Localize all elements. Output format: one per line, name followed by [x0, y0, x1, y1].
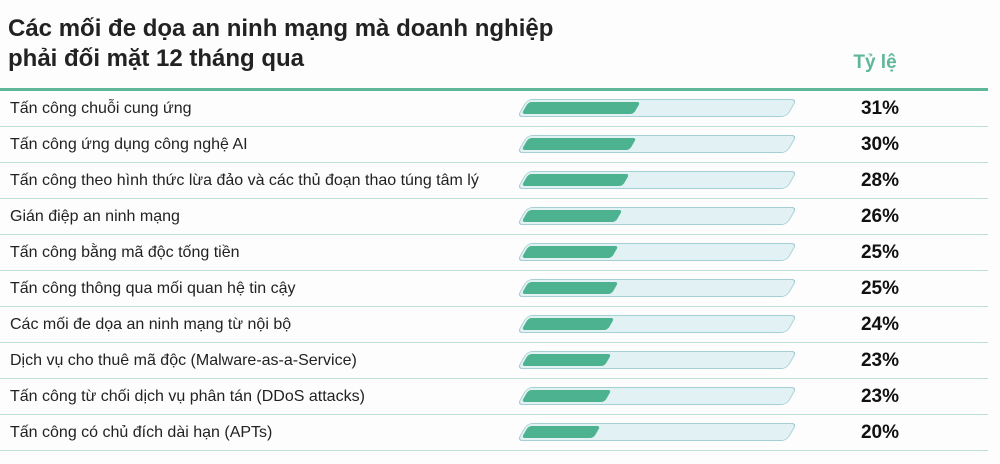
row: Tấn công thông qua mối quan hệ tin cậy 25…: [0, 271, 988, 307]
category-label: Tấn công thông qua mối quan hệ tin cậy: [10, 280, 296, 297]
value-label: 20%: [860, 422, 900, 443]
bar: [521, 354, 612, 366]
bar: [521, 318, 615, 330]
value-label: 25%: [860, 242, 900, 263]
bar: [521, 282, 619, 294]
bar: [521, 390, 612, 402]
row: Tấn công có chủ đích dài hạn (APTs) 20%: [0, 415, 988, 451]
value-label: 28%: [860, 170, 900, 191]
value-label: 25%: [860, 278, 900, 299]
bar: [521, 174, 630, 186]
value-label: 23%: [860, 350, 900, 371]
header-rule: [0, 88, 988, 91]
category-label: Các mối đe dọa an ninh mạng từ nội bộ: [10, 316, 292, 333]
bar: [521, 426, 601, 438]
category-label: Tấn công từ chối dịch vụ phân tán (DDoS …: [10, 388, 365, 405]
bar: [521, 210, 623, 222]
category-label: Dịch vụ cho thuê mã độc (Malware-as-a-Se…: [10, 352, 357, 369]
chart-title: Các mối đe dọa an ninh mạng mà doanh ngh…: [8, 15, 554, 72]
row: Tấn công ứng dụng công nghệ AI 30%: [0, 127, 988, 163]
value-label: 23%: [860, 386, 900, 407]
row: Các mối đe dọa an ninh mạng từ nội bộ 24%: [0, 307, 988, 343]
row: Tấn công từ chối dịch vụ phân tán (DDoS …: [0, 379, 988, 415]
row: Dịch vụ cho thuê mã độc (Malware-as-a-Se…: [0, 343, 988, 379]
value-label: 30%: [860, 134, 900, 155]
bar: [521, 138, 637, 150]
bar: [521, 102, 641, 114]
value-label: 24%: [860, 314, 900, 335]
category-label: Tấn công có chủ đích dài hạn (APTs): [10, 424, 273, 441]
value-label: 26%: [860, 206, 900, 227]
category-label: Tấn công theo hình thức lừa đảo và các t…: [10, 172, 479, 189]
row: Tấn công chuỗi cung ứng 31%: [0, 91, 988, 127]
category-label: Gián điệp an ninh mạng: [10, 208, 180, 225]
column-header: Tỷ lệ: [853, 52, 897, 73]
row: Tấn công theo hình thức lừa đảo và các t…: [0, 163, 988, 199]
value-label: 31%: [860, 98, 900, 119]
category-label: Tấn công chuỗi cung ứng: [10, 100, 192, 117]
category-label: Tấn công bằng mã độc tống tiền: [10, 244, 240, 261]
category-label: Tấn công ứng dụng công nghệ AI: [10, 136, 248, 153]
row: Gián điệp an ninh mạng 26%: [0, 199, 988, 235]
bar: [521, 246, 619, 258]
row: Tấn công bằng mã độc tống tiền 25%: [0, 235, 988, 271]
